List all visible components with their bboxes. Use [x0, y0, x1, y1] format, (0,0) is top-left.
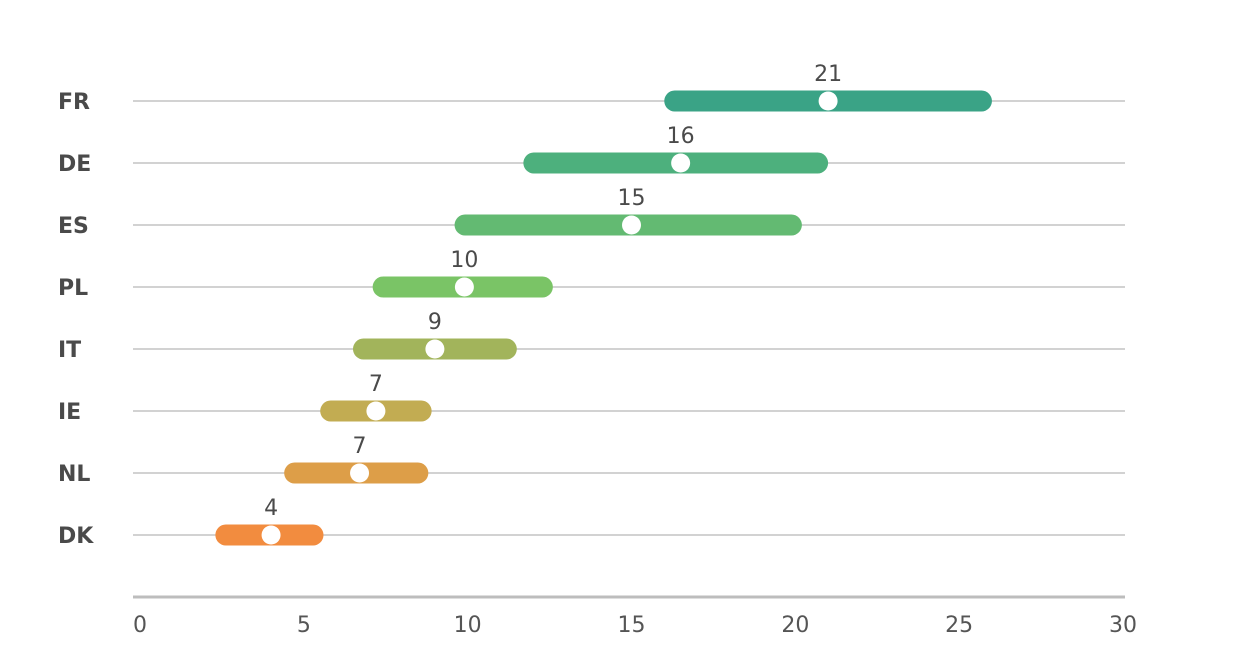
point-marker-dk — [261, 525, 281, 545]
category-label-ie: IE — [58, 400, 81, 425]
point-marker-nl — [350, 463, 370, 483]
data-label-de: 16 — [667, 124, 695, 149]
category-label-fr: FR — [58, 90, 90, 115]
data-label-nl: 7 — [353, 434, 367, 459]
point-marker-de — [671, 153, 691, 173]
data-label-it: 9 — [428, 310, 442, 335]
x-tick-label: 10 — [454, 613, 482, 638]
category-label-es: ES — [58, 214, 89, 239]
data-label-dk: 4 — [264, 496, 278, 521]
point-marker-ie — [366, 401, 386, 421]
x-tick-label: 20 — [781, 613, 809, 638]
category-label-pl: PL — [58, 276, 88, 301]
point-marker-it — [425, 339, 445, 359]
x-tick-label: 0 — [133, 613, 147, 638]
x-tick-label: 25 — [945, 613, 973, 638]
data-label-es: 15 — [618, 186, 646, 211]
category-label-nl: NL — [58, 462, 90, 487]
point-marker-es — [622, 215, 641, 235]
data-label-pl: 10 — [450, 248, 478, 273]
point-marker-fr — [818, 91, 838, 111]
data-label-fr: 21 — [814, 62, 842, 87]
category-label-dk: DK — [58, 524, 94, 549]
category-label-de: DE — [58, 152, 91, 177]
x-tick-label: 15 — [618, 613, 646, 638]
x-tick-label: 30 — [1109, 613, 1137, 638]
point-marker-pl — [454, 277, 474, 297]
x-tick-label: 5 — [297, 613, 311, 638]
data-label-ie: 7 — [369, 372, 383, 397]
category-label-it: IT — [58, 338, 81, 363]
